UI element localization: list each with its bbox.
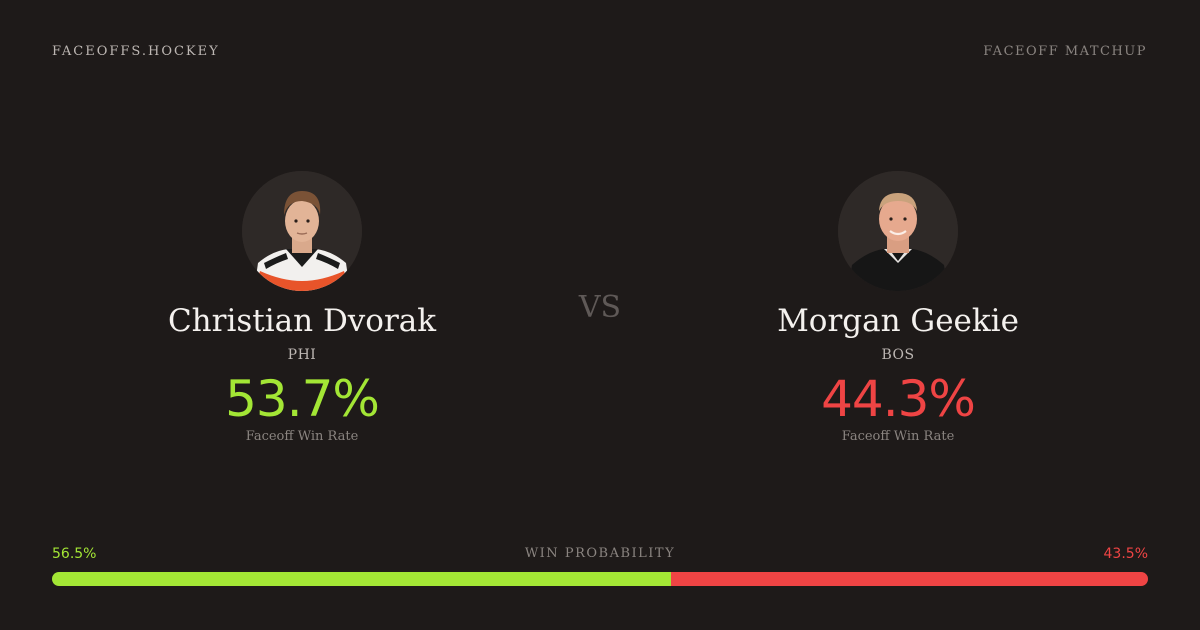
team-abbreviation: BOS [881,347,915,363]
player-card-left: Christian Dvorak PHI 53.7% Faceoff Win R… [102,171,502,444]
win-probability-bar-left [52,572,672,586]
win-probability-bar-right [671,572,1148,586]
player-name: Morgan Geekie [777,303,1019,339]
faceoff-win-rate-label: Faceoff Win Rate [841,429,955,444]
win-probability-bar [52,572,1148,586]
matchup-label: FACEOFF MATCHUP [983,44,1147,59]
versus-label: VS [578,290,622,325]
win-probability-title: WIN PROBABILITY [524,546,676,561]
team-abbreviation: PHI [287,347,317,363]
faceoff-win-rate: 53.7% [225,370,380,428]
site-brand[interactable]: FACEOFFS.HOCKEY [52,44,220,59]
player-name: Christian Dvorak [167,303,437,339]
win-probability-left: 56.5% [52,546,97,562]
faceoff-win-rate-label: Faceoff Win Rate [245,429,359,444]
player-card-right: Morgan Geekie BOS 44.3% Faceoff Win Rate [698,171,1098,444]
win-probability-right: 43.5% [1103,546,1148,562]
player-headshot-icon [838,171,958,291]
faceoff-win-rate: 44.3% [821,370,976,428]
player-headshot-icon [242,171,362,291]
